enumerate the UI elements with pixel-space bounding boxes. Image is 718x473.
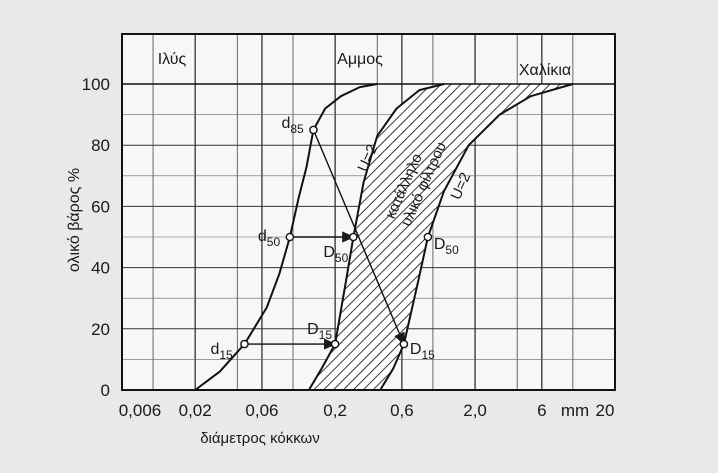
x-tick-label: 6 <box>537 401 546 420</box>
x-tick-label: 2,0 <box>463 401 487 420</box>
x-tick-label: 0,06 <box>245 401 278 420</box>
filter-material-region <box>308 84 573 390</box>
y-tick-labels: 0 20 40 60 80 100 <box>82 75 110 400</box>
x-unit-label: mm <box>561 401 589 420</box>
x-axis-label: διάμετρος κόκκων <box>200 430 320 447</box>
x-tick-label: 20 <box>596 401 615 420</box>
point-D50 <box>423 232 433 242</box>
point-d85 <box>309 125 318 135</box>
y-axis-label: ολικό βάρος % <box>66 168 83 272</box>
zone-label-silt: Ιλύς <box>158 51 187 68</box>
y-tick-label: 20 <box>91 320 110 339</box>
series-curve-3 <box>379 83 574 391</box>
x-tick-label: 0,6 <box>390 401 414 420</box>
point-D15 <box>399 339 409 349</box>
zone-label-gravel: Χαλίκια <box>519 62 571 79</box>
y-tick-label: 100 <box>82 75 110 94</box>
x-tick-label: 0,2 <box>323 401 347 420</box>
y-tick-label: 40 <box>91 259 110 278</box>
arrows <box>244 129 405 350</box>
x-tick-label: 0,006 <box>119 401 162 420</box>
y-tick-label: 0 <box>101 381 110 400</box>
y-tick-label: 60 <box>91 197 110 216</box>
series-curve-2 <box>308 83 445 391</box>
point-D50 <box>349 232 358 242</box>
point-d50 <box>285 232 295 242</box>
point-d15 <box>240 339 249 349</box>
arrow-1 <box>312 129 405 346</box>
zone-label-sand: Αμμος <box>337 51 383 68</box>
plot-frame <box>121 33 616 391</box>
y-tick-label: 80 <box>91 136 110 155</box>
x-tick-labels: 0,006 0,02 0,06 0,2 0,6 2,0 6 20 <box>119 401 615 420</box>
x-tick-label: 0,02 <box>179 401 212 420</box>
point-D15 <box>330 339 340 349</box>
